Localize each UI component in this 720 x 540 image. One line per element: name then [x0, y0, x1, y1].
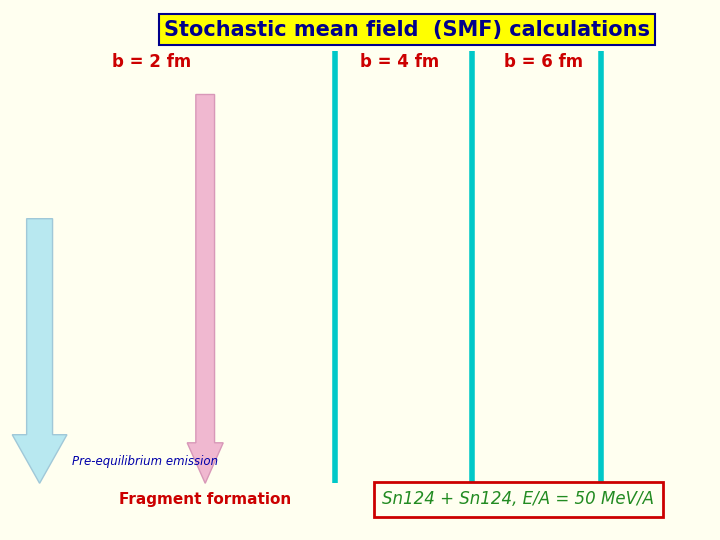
Text: Pre-equilibrium emission: Pre-equilibrium emission: [72, 455, 218, 468]
Text: Stochastic mean field  (SMF) calculations: Stochastic mean field (SMF) calculations: [163, 19, 649, 40]
Polygon shape: [12, 219, 67, 483]
Text: Sn124 + Sn124, E/A = 50 MeV/A: Sn124 + Sn124, E/A = 50 MeV/A: [382, 490, 654, 509]
Text: b = 2 fm: b = 2 fm: [112, 53, 191, 71]
Text: Fragment formation: Fragment formation: [119, 492, 292, 507]
Polygon shape: [187, 94, 223, 483]
Text: b = 4 fm: b = 4 fm: [360, 53, 439, 71]
Text: b = 6 fm: b = 6 fm: [504, 53, 583, 71]
